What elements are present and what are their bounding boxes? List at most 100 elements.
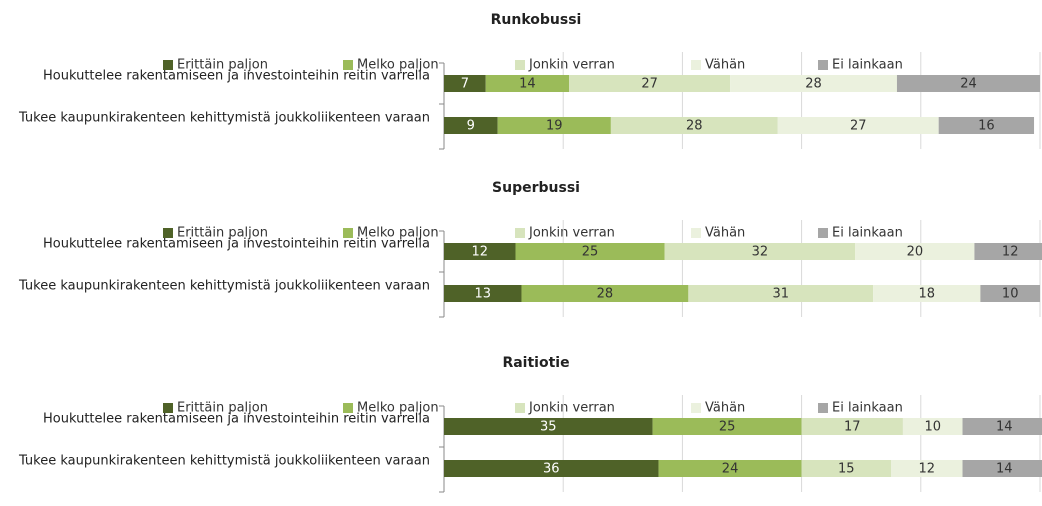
legend-label: Melko paljon — [357, 58, 439, 73]
data-label: 25 — [719, 420, 736, 435]
bar-segment — [569, 75, 731, 92]
data-label: 28 — [597, 287, 614, 302]
bar-segment — [855, 243, 975, 260]
data-label: 31 — [772, 287, 789, 302]
legend-swatch — [691, 60, 701, 70]
bar-segment — [444, 460, 659, 477]
data-label: 32 — [752, 245, 769, 260]
data-label: 12 — [471, 245, 488, 260]
legend-swatch — [691, 403, 701, 413]
bar-segment — [485, 75, 570, 92]
legend-swatch — [691, 228, 701, 238]
legend-label: Erittäin paljon — [177, 401, 268, 416]
bar-segment — [777, 117, 939, 134]
data-label: 28 — [686, 119, 703, 134]
chart-title: Raitiotie — [502, 355, 569, 371]
chart-title: Runkobussi — [491, 12, 582, 28]
bar-segment — [801, 418, 903, 435]
bar-segment — [652, 418, 802, 435]
data-label: 27 — [850, 119, 867, 134]
bar-segment — [444, 243, 516, 260]
category-label: Houkuttelee rakentamiseen ja investointe… — [43, 412, 430, 427]
legend-swatch — [343, 403, 353, 413]
data-label: 19 — [546, 119, 563, 134]
bar-segment — [974, 243, 1042, 260]
bar-segment — [515, 243, 665, 260]
data-label: 35 — [540, 420, 557, 435]
legend-label: Melko paljon — [357, 226, 439, 241]
data-label: 24 — [960, 77, 977, 92]
bar-segment — [444, 75, 486, 92]
chart-title: Superbussi — [492, 180, 580, 196]
legend-label: Vähän — [705, 226, 745, 241]
data-label: 10 — [924, 420, 941, 435]
legend-label: Vähän — [705, 58, 745, 73]
legend-label: Jonkin verran — [528, 58, 615, 73]
legend-label: Jonkin verran — [528, 401, 615, 416]
legend-swatch — [515, 403, 525, 413]
data-label: 36 — [543, 462, 560, 477]
legend-label: Erittäin paljon — [177, 226, 268, 241]
legend-label: Ei lainkaan — [832, 226, 903, 241]
bar-segment — [497, 117, 611, 134]
bar-segment — [444, 117, 498, 134]
legend-swatch — [818, 228, 828, 238]
bar-segment — [521, 285, 689, 302]
legend-swatch — [343, 228, 353, 238]
bar-segment — [873, 285, 981, 302]
bar-segment — [688, 285, 874, 302]
data-label: 14 — [996, 462, 1013, 477]
data-label: 27 — [641, 77, 658, 92]
data-label: 12 — [918, 462, 935, 477]
bar-segment — [896, 75, 1040, 92]
data-label: 9 — [467, 119, 475, 134]
data-label: 12 — [1002, 245, 1019, 260]
legend-label: Vähän — [705, 401, 745, 416]
data-label: 14 — [996, 420, 1013, 435]
data-label: 14 — [519, 77, 536, 92]
legend-label: Ei lainkaan — [832, 58, 903, 73]
legend-swatch — [163, 403, 173, 413]
data-label: 16 — [978, 119, 995, 134]
bar-segment — [902, 418, 963, 435]
legend-swatch — [818, 60, 828, 70]
bar-segment — [962, 418, 1042, 435]
bar-segment — [730, 75, 897, 92]
category-label: Tukee kaupunkirakenteen kehittymistä jou… — [18, 111, 430, 126]
legend-label: Melko paljon — [357, 401, 439, 416]
data-label: 10 — [1002, 287, 1019, 302]
legend-swatch — [818, 403, 828, 413]
data-label: 28 — [805, 77, 822, 92]
legend-swatch — [163, 60, 173, 70]
legend-swatch — [515, 228, 525, 238]
data-label: 18 — [918, 287, 935, 302]
legend-label: Erittäin paljon — [177, 58, 268, 73]
data-label: 13 — [474, 287, 491, 302]
bar-segment — [962, 460, 1042, 477]
data-label: 15 — [838, 462, 855, 477]
legend-swatch — [163, 228, 173, 238]
bar-segment — [444, 285, 522, 302]
bar-segment — [980, 285, 1040, 302]
bar-segment — [444, 418, 653, 435]
category-label: Houkuttelee rakentamiseen ja investointe… — [43, 237, 430, 252]
bar-segment — [664, 243, 856, 260]
bar-segment — [610, 117, 778, 134]
data-label: 17 — [844, 420, 861, 435]
bar-segment — [938, 117, 1035, 134]
legend-swatch — [343, 60, 353, 70]
data-label: 7 — [461, 77, 469, 92]
category-label: Tukee kaupunkirakenteen kehittymistä jou… — [18, 279, 430, 294]
data-label: 20 — [907, 245, 924, 260]
data-label: 25 — [582, 245, 599, 260]
data-label: 24 — [722, 462, 739, 477]
legend-label: Jonkin verran — [528, 226, 615, 241]
category-label: Tukee kaupunkirakenteen kehittymistä jou… — [18, 454, 430, 469]
legend-swatch — [515, 60, 525, 70]
legend-label: Ei lainkaan — [832, 401, 903, 416]
bar-segment — [658, 460, 802, 477]
category-label: Houkuttelee rakentamiseen ja investointe… — [43, 69, 430, 84]
bar-segment — [801, 460, 891, 477]
